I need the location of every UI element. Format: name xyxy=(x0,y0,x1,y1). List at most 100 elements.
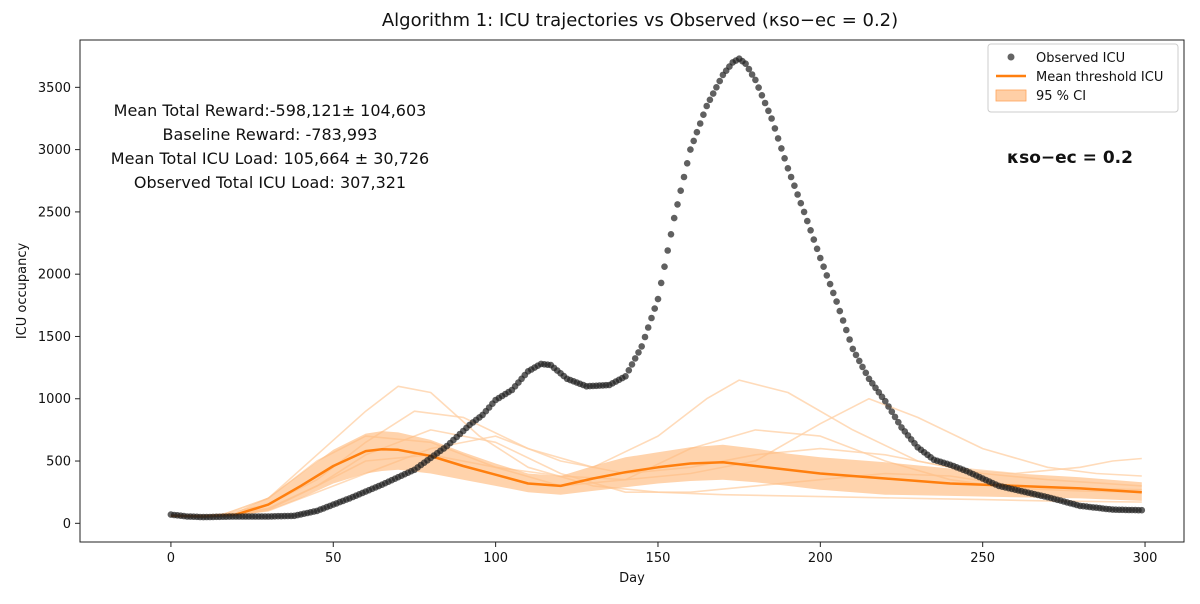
observed-point xyxy=(713,84,720,91)
x-tick-label: 100 xyxy=(483,551,508,566)
chart-title: Algorithm 1: ICU trajectories vs Observe… xyxy=(382,10,898,31)
observed-point xyxy=(748,71,756,78)
observed-point xyxy=(745,65,753,73)
observed-point xyxy=(690,137,697,145)
observed-point xyxy=(683,160,691,167)
observed-point xyxy=(804,217,811,225)
x-tick-label: 50 xyxy=(325,551,342,566)
observed-point xyxy=(839,317,847,324)
observed-point xyxy=(641,333,649,341)
observed-point xyxy=(648,314,655,322)
observed-point xyxy=(787,173,795,181)
observed-point xyxy=(888,408,896,416)
observed-point xyxy=(885,403,892,410)
observed-point xyxy=(810,236,818,243)
legend-observed-marker xyxy=(1007,53,1015,61)
observed-point xyxy=(882,397,889,405)
observed-point xyxy=(667,231,675,238)
observed-point xyxy=(696,120,704,127)
observed-point xyxy=(794,191,801,198)
observed-point xyxy=(651,305,658,312)
observed-point xyxy=(661,263,668,271)
stat-mean-reward: Mean Total Reward:-598,121± 104,603 xyxy=(114,101,427,120)
legend-ci-label: 95 % CI xyxy=(1036,89,1086,104)
observed-point xyxy=(703,102,710,110)
x-tick-label: 250 xyxy=(970,551,995,566)
observed-point xyxy=(758,92,766,99)
observed-point xyxy=(833,298,840,305)
plot-frame xyxy=(79,39,1185,543)
observed-point xyxy=(768,115,775,122)
observed-point xyxy=(752,76,759,84)
observed-point xyxy=(800,208,808,216)
observed-point xyxy=(823,272,831,279)
y-tick-label: 1000 xyxy=(38,392,71,407)
observed-layer xyxy=(167,55,1146,521)
observed-point xyxy=(856,357,863,365)
observed-point xyxy=(784,165,792,172)
observed-point xyxy=(638,343,645,350)
observed-point xyxy=(628,361,636,368)
observed-point xyxy=(677,187,684,194)
legend-mean-label: Mean threshold ICU xyxy=(1036,70,1163,85)
observed-point xyxy=(700,111,707,118)
y-tick-label: 3000 xyxy=(38,143,71,158)
observed-point xyxy=(761,99,769,107)
observed-point xyxy=(622,373,629,380)
observed-point xyxy=(817,254,824,262)
y-tick-label: 1500 xyxy=(38,330,71,345)
observed-point xyxy=(895,418,902,426)
observed-point xyxy=(859,363,866,371)
x-tick-label: 300 xyxy=(1133,551,1158,566)
legend-observed-label: Observed ICU xyxy=(1036,51,1125,66)
observed-point xyxy=(664,247,671,254)
observed-point xyxy=(778,145,785,152)
observed-point xyxy=(791,182,798,189)
observed-point xyxy=(654,295,662,303)
observed-point xyxy=(826,280,834,288)
observed-point xyxy=(774,135,782,142)
observed-point xyxy=(807,227,814,234)
observed-point xyxy=(755,84,762,91)
observed-point xyxy=(849,345,857,353)
observed-point xyxy=(891,413,899,421)
observed-point xyxy=(693,128,701,136)
observed-point xyxy=(716,77,723,85)
plot-area xyxy=(79,39,1185,543)
observed-point xyxy=(843,326,850,334)
stat-mean-icu-load: Mean Total ICU Load: 105,664 ± 30,726 xyxy=(111,149,429,168)
y-tick-label: 2000 xyxy=(38,268,71,283)
observed-point xyxy=(862,369,870,377)
observed-point xyxy=(706,96,714,104)
legend-ci-patch xyxy=(995,89,1027,102)
legend-box xyxy=(987,43,1179,113)
stat-observed-icu-load: Observed Total ICU Load: 307,321 xyxy=(134,173,406,192)
observed-point xyxy=(852,351,860,359)
observed-point xyxy=(687,146,694,153)
observed-point xyxy=(631,355,639,362)
observed-point xyxy=(836,307,844,315)
observed-point xyxy=(765,107,772,115)
observed-point xyxy=(709,90,717,97)
x-tick-label: 200 xyxy=(808,551,833,566)
observed-point xyxy=(635,349,642,356)
y-axis: 0 500 1000 1500 2000 2500 3000 3500 xyxy=(38,81,80,532)
observed-point xyxy=(820,263,827,271)
observed-point xyxy=(625,367,633,374)
legend: Observed ICU Mean threshold ICU 95 % CI xyxy=(987,43,1179,113)
observed-point xyxy=(771,125,779,132)
x-tick-label: 0 xyxy=(167,551,175,566)
kappa-annotation: κso−ec = 0.2 xyxy=(1007,148,1133,168)
observed-point xyxy=(781,155,788,162)
observed-point xyxy=(830,289,837,297)
mean-line xyxy=(170,447,1142,518)
y-tick-label: 3500 xyxy=(38,81,71,96)
observed-point xyxy=(742,60,749,67)
observed-point xyxy=(680,173,688,181)
x-tick-label: 150 xyxy=(646,551,671,566)
mean-layer xyxy=(170,447,1142,518)
stat-baseline-reward: Baseline Reward: -783,993 xyxy=(163,125,378,144)
observed-point xyxy=(670,214,678,222)
